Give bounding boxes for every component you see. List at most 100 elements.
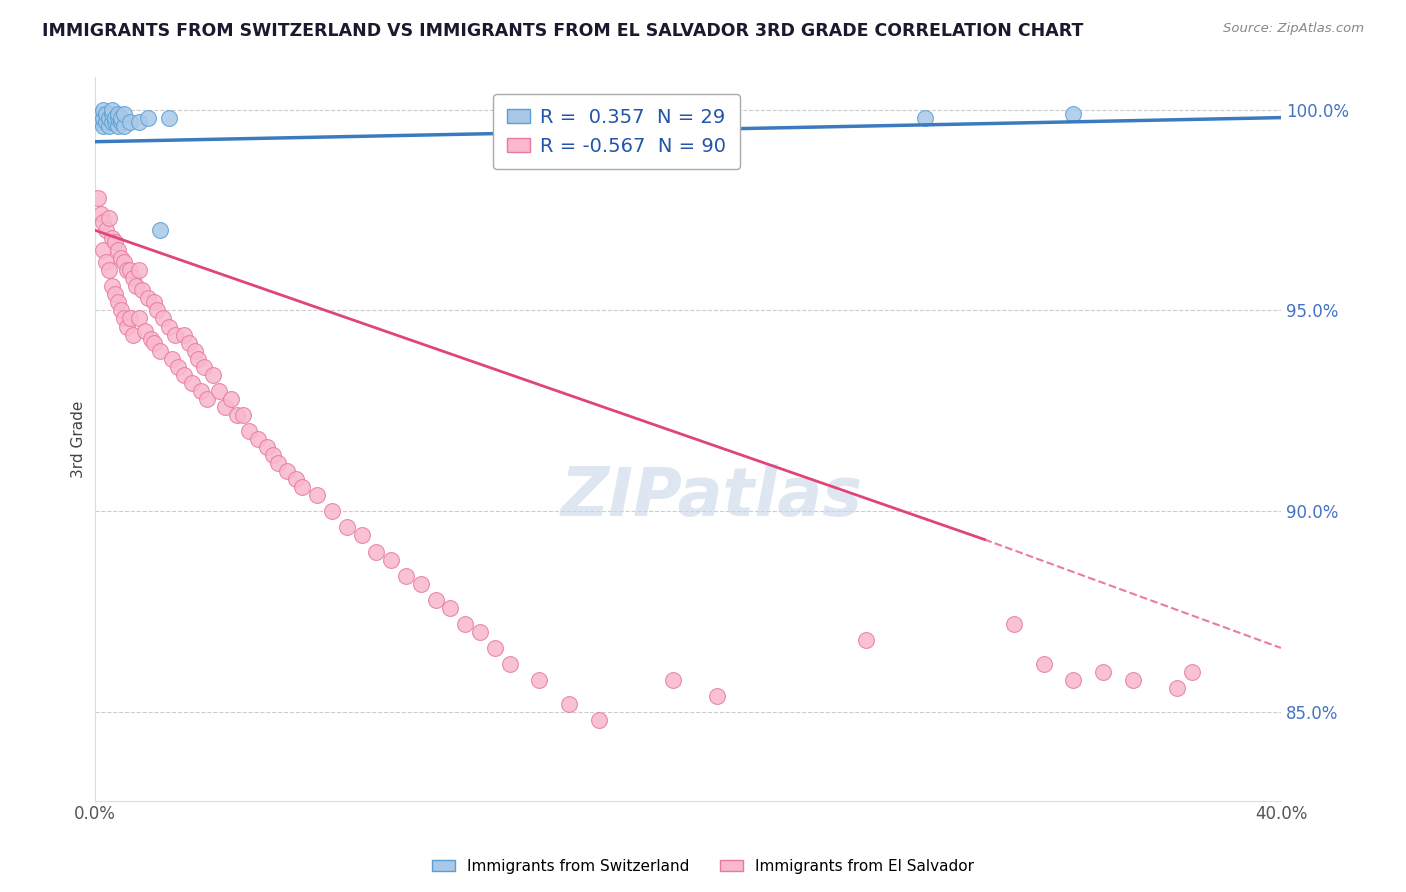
Point: [1032, 657, 1054, 671]
Point: [166, 359, 188, 374]
Point: [179, 335, 201, 350]
Point: [110, 114, 132, 128]
Point: [1181, 665, 1204, 679]
Point: [89, 106, 111, 120]
Point: [131, 284, 153, 298]
Point: [101, 103, 124, 117]
Point: [136, 292, 159, 306]
Point: [202, 368, 225, 382]
Point: [86, 191, 108, 205]
Point: [499, 657, 522, 671]
Point: [214, 400, 236, 414]
Point: [122, 271, 145, 285]
Point: [142, 335, 165, 350]
Point: [115, 263, 138, 277]
Point: [128, 114, 150, 128]
Point: [1166, 681, 1188, 695]
Legend: R =  0.357  N = 29, R = -0.567  N = 90: R = 0.357 N = 29, R = -0.567 N = 90: [494, 95, 740, 169]
Point: [125, 279, 148, 293]
Point: [120, 311, 142, 326]
Point: [146, 303, 169, 318]
Point: [112, 311, 135, 326]
Point: [112, 255, 135, 269]
Point: [291, 480, 314, 494]
Point: [89, 114, 111, 128]
Point: [107, 111, 129, 125]
Point: [305, 488, 328, 502]
Point: [93, 119, 115, 133]
Point: [395, 568, 418, 582]
Point: [588, 713, 610, 727]
Point: [256, 440, 278, 454]
Point: [321, 504, 343, 518]
Point: [190, 384, 212, 398]
Point: [195, 392, 218, 406]
Point: [181, 376, 204, 390]
Point: [128, 263, 150, 277]
Point: [107, 243, 129, 257]
Point: [238, 424, 260, 438]
Point: [96, 114, 118, 128]
Point: [1062, 673, 1084, 687]
Point: [115, 319, 138, 334]
Point: [529, 673, 551, 687]
Point: [98, 111, 121, 125]
Point: [187, 351, 209, 366]
Text: Source: ZipAtlas.com: Source: ZipAtlas.com: [1223, 22, 1364, 36]
Point: [96, 106, 118, 120]
Point: [112, 106, 135, 120]
Point: [110, 111, 132, 125]
Point: [157, 319, 180, 334]
Point: [484, 640, 506, 655]
Point: [98, 211, 121, 225]
Point: [163, 327, 186, 342]
Point: [93, 103, 115, 117]
Point: [98, 119, 121, 133]
Point: [93, 243, 115, 257]
Point: [1062, 106, 1084, 120]
Point: [208, 384, 231, 398]
Point: [454, 616, 477, 631]
Point: [350, 528, 373, 542]
Point: [662, 673, 685, 687]
Point: [120, 114, 142, 128]
Point: [101, 114, 124, 128]
Point: [173, 368, 195, 382]
Point: [136, 111, 159, 125]
Point: [558, 697, 581, 711]
Point: [262, 448, 284, 462]
Point: [104, 111, 127, 125]
Point: [101, 106, 124, 120]
Point: [96, 255, 118, 269]
Point: [86, 111, 108, 125]
Point: [107, 295, 129, 310]
Point: [149, 223, 172, 237]
Point: [193, 359, 215, 374]
Point: [914, 111, 936, 125]
Point: [184, 343, 207, 358]
Point: [366, 544, 388, 558]
Point: [1002, 616, 1025, 631]
Point: [149, 343, 172, 358]
Point: [855, 632, 877, 647]
Point: [336, 520, 359, 534]
Point: [142, 295, 165, 310]
Point: [101, 279, 124, 293]
Point: [267, 456, 290, 470]
Point: [98, 263, 121, 277]
Point: [128, 311, 150, 326]
Legend: Immigrants from Switzerland, Immigrants from El Salvador: Immigrants from Switzerland, Immigrants …: [426, 853, 980, 880]
Point: [122, 327, 145, 342]
Point: [706, 689, 728, 703]
Point: [110, 252, 132, 266]
Point: [89, 207, 111, 221]
Point: [285, 472, 308, 486]
Text: ZIPatlas: ZIPatlas: [561, 464, 862, 530]
Point: [104, 287, 127, 301]
Point: [380, 552, 402, 566]
Point: [134, 324, 156, 338]
Point: [157, 111, 180, 125]
Point: [107, 106, 129, 120]
Point: [93, 215, 115, 229]
Point: [468, 624, 491, 639]
